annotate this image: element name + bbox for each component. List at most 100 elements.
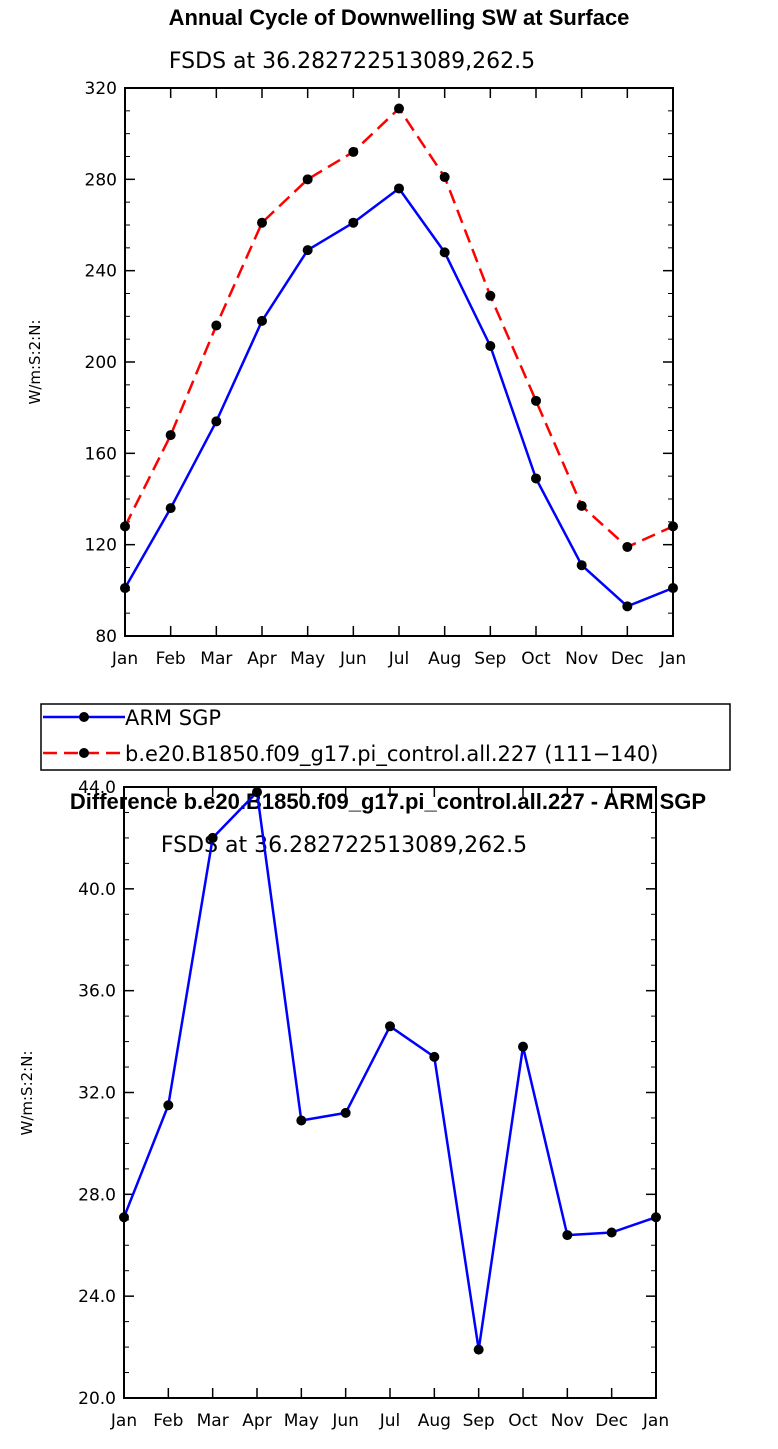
x-tick-label: Oct bbox=[508, 1411, 538, 1431]
data-point bbox=[439, 247, 450, 258]
x-tick-label: Dec bbox=[611, 649, 644, 669]
data-point bbox=[119, 1212, 129, 1223]
y-tick-label: 320 bbox=[85, 79, 117, 99]
x-tick-label: Apr bbox=[247, 649, 276, 669]
data-point bbox=[394, 183, 404, 194]
y-tick-label: 24.0 bbox=[78, 1287, 116, 1307]
x-tick-label: Feb bbox=[153, 1411, 183, 1431]
y-tick-label: 40.0 bbox=[78, 880, 116, 900]
plot-frame bbox=[124, 87, 674, 637]
data-point bbox=[394, 103, 404, 114]
x-tick-label: Feb bbox=[156, 649, 186, 669]
data-point bbox=[473, 1344, 484, 1355]
data-point bbox=[485, 341, 496, 352]
x-tick-label: Dec bbox=[595, 1411, 628, 1431]
x-tick-label: Jul bbox=[388, 649, 410, 669]
data-point bbox=[302, 245, 313, 256]
x-tick-label: Jan bbox=[659, 649, 686, 669]
x-tick-label: May bbox=[290, 649, 325, 669]
x-tick-labels: Jan Feb Mar Apr May Jun Jul Aug Sep Oct Nov Dec Jan bbox=[111, 649, 686, 669]
y-tick-labels: 80 120 160 200 240 280 320 bbox=[85, 79, 117, 647]
x-tick-label: Nov bbox=[565, 649, 598, 669]
data-point bbox=[576, 500, 587, 511]
x-tick-label: Oct bbox=[521, 649, 551, 669]
plot-frame bbox=[123, 786, 657, 1399]
y-tick-label: 280 bbox=[85, 170, 117, 190]
data-point bbox=[668, 521, 678, 532]
y-axis-label: W/m:S:2:N: bbox=[18, 1051, 36, 1136]
axis-ticks bbox=[123, 786, 657, 1399]
y-tick-label: 240 bbox=[85, 262, 117, 282]
data-point bbox=[120, 521, 130, 532]
data-point bbox=[257, 315, 267, 326]
data-point bbox=[562, 1230, 573, 1241]
series-line-0 bbox=[122, 790, 657, 1351]
x-tick-label: May bbox=[284, 1411, 319, 1431]
y-tick-label: 160 bbox=[85, 444, 117, 464]
data-point bbox=[385, 1021, 395, 1032]
data-point bbox=[165, 430, 176, 441]
series-line-0 bbox=[123, 187, 674, 608]
data-point bbox=[531, 395, 541, 406]
y-tick-label: 36.0 bbox=[78, 982, 116, 1002]
data-point bbox=[340, 1107, 351, 1118]
data-point bbox=[518, 1041, 528, 1052]
data-point bbox=[606, 1227, 617, 1238]
y-tick-labels: 20.0 24.0 28.0 32.0 36.0 40.0 44.0 bbox=[78, 778, 116, 1409]
x-tick-label: Jan bbox=[110, 1411, 137, 1431]
y-tick-label: 44.0 bbox=[78, 778, 116, 798]
data-point bbox=[576, 560, 587, 571]
data-point bbox=[668, 583, 678, 594]
x-tick-label: Sep bbox=[474, 649, 506, 669]
chart-subtitle: FSDS at 36.282722513089,262.5 bbox=[169, 49, 535, 74]
x-tick-label: Mar bbox=[200, 649, 232, 669]
legend-marker-model bbox=[79, 748, 89, 758]
data-point bbox=[120, 583, 130, 594]
y-tick-label: 80 bbox=[95, 627, 117, 647]
legend-label-arm-sgp: ARM SGP bbox=[125, 706, 221, 730]
series-group bbox=[119, 787, 661, 1355]
x-tick-labels: Jan Feb Mar Apr May Jun Jul Aug Sep Oct Nov Dec Jan bbox=[110, 1411, 669, 1431]
x-tick-label: Jun bbox=[339, 649, 367, 669]
x-tick-label: Apr bbox=[242, 1411, 271, 1431]
x-tick-label: Sep bbox=[463, 1411, 495, 1431]
x-tick-label: Aug bbox=[428, 649, 461, 669]
x-tick-label: Jun bbox=[331, 1411, 359, 1431]
y-tick-label: 120 bbox=[85, 536, 117, 556]
x-tick-label: Aug bbox=[418, 1411, 451, 1431]
data-point bbox=[348, 146, 359, 157]
series-group bbox=[120, 103, 678, 612]
data-point bbox=[252, 787, 262, 798]
legend: ARM SGP b.e20.B1850.f09_g17.pi_control.a… bbox=[40, 703, 731, 771]
x-tick-label: Jul bbox=[379, 1411, 401, 1431]
data-point bbox=[211, 320, 222, 331]
difference-chart: Difference b.e20.B1850.f09_g17.pi_contro… bbox=[18, 778, 706, 1431]
y-tick-label: 20.0 bbox=[78, 1389, 116, 1409]
x-tick-label: Jan bbox=[111, 649, 138, 669]
x-tick-label: Nov bbox=[551, 1411, 584, 1431]
data-point bbox=[207, 832, 218, 843]
legend-label-model: b.e20.B1850.f09_g17.pi_control.all.227 (… bbox=[125, 742, 658, 767]
data-point bbox=[163, 1100, 174, 1111]
y-tick-label: 32.0 bbox=[78, 1084, 116, 1104]
x-tick-label: Mar bbox=[197, 1411, 229, 1431]
annual-cycle-chart: Annual Cycle of Downwelling SW at Surfac… bbox=[26, 5, 686, 669]
chart-title: Difference b.e20.B1850.f09_g17.pi_contro… bbox=[70, 789, 706, 814]
axis-ticks bbox=[124, 87, 674, 637]
data-point bbox=[257, 217, 267, 228]
legend-marker-arm-sgp bbox=[79, 712, 89, 722]
series-line-1 bbox=[123, 107, 674, 549]
data-point bbox=[531, 473, 541, 484]
chart-subtitle: FSDS at 36.282722513089,262.5 bbox=[161, 833, 527, 858]
data-point bbox=[296, 1115, 307, 1126]
data-point bbox=[429, 1051, 440, 1062]
y-tick-label: 200 bbox=[85, 353, 117, 373]
chart-title: Annual Cycle of Downwelling SW at Surfac… bbox=[169, 5, 630, 30]
data-point bbox=[439, 172, 450, 183]
data-point bbox=[485, 290, 496, 301]
x-tick-label: Jan bbox=[642, 1411, 669, 1431]
legend-frame bbox=[40, 703, 731, 771]
data-point bbox=[622, 541, 633, 552]
y-axis-label: W/m:S:2:N: bbox=[26, 320, 44, 405]
